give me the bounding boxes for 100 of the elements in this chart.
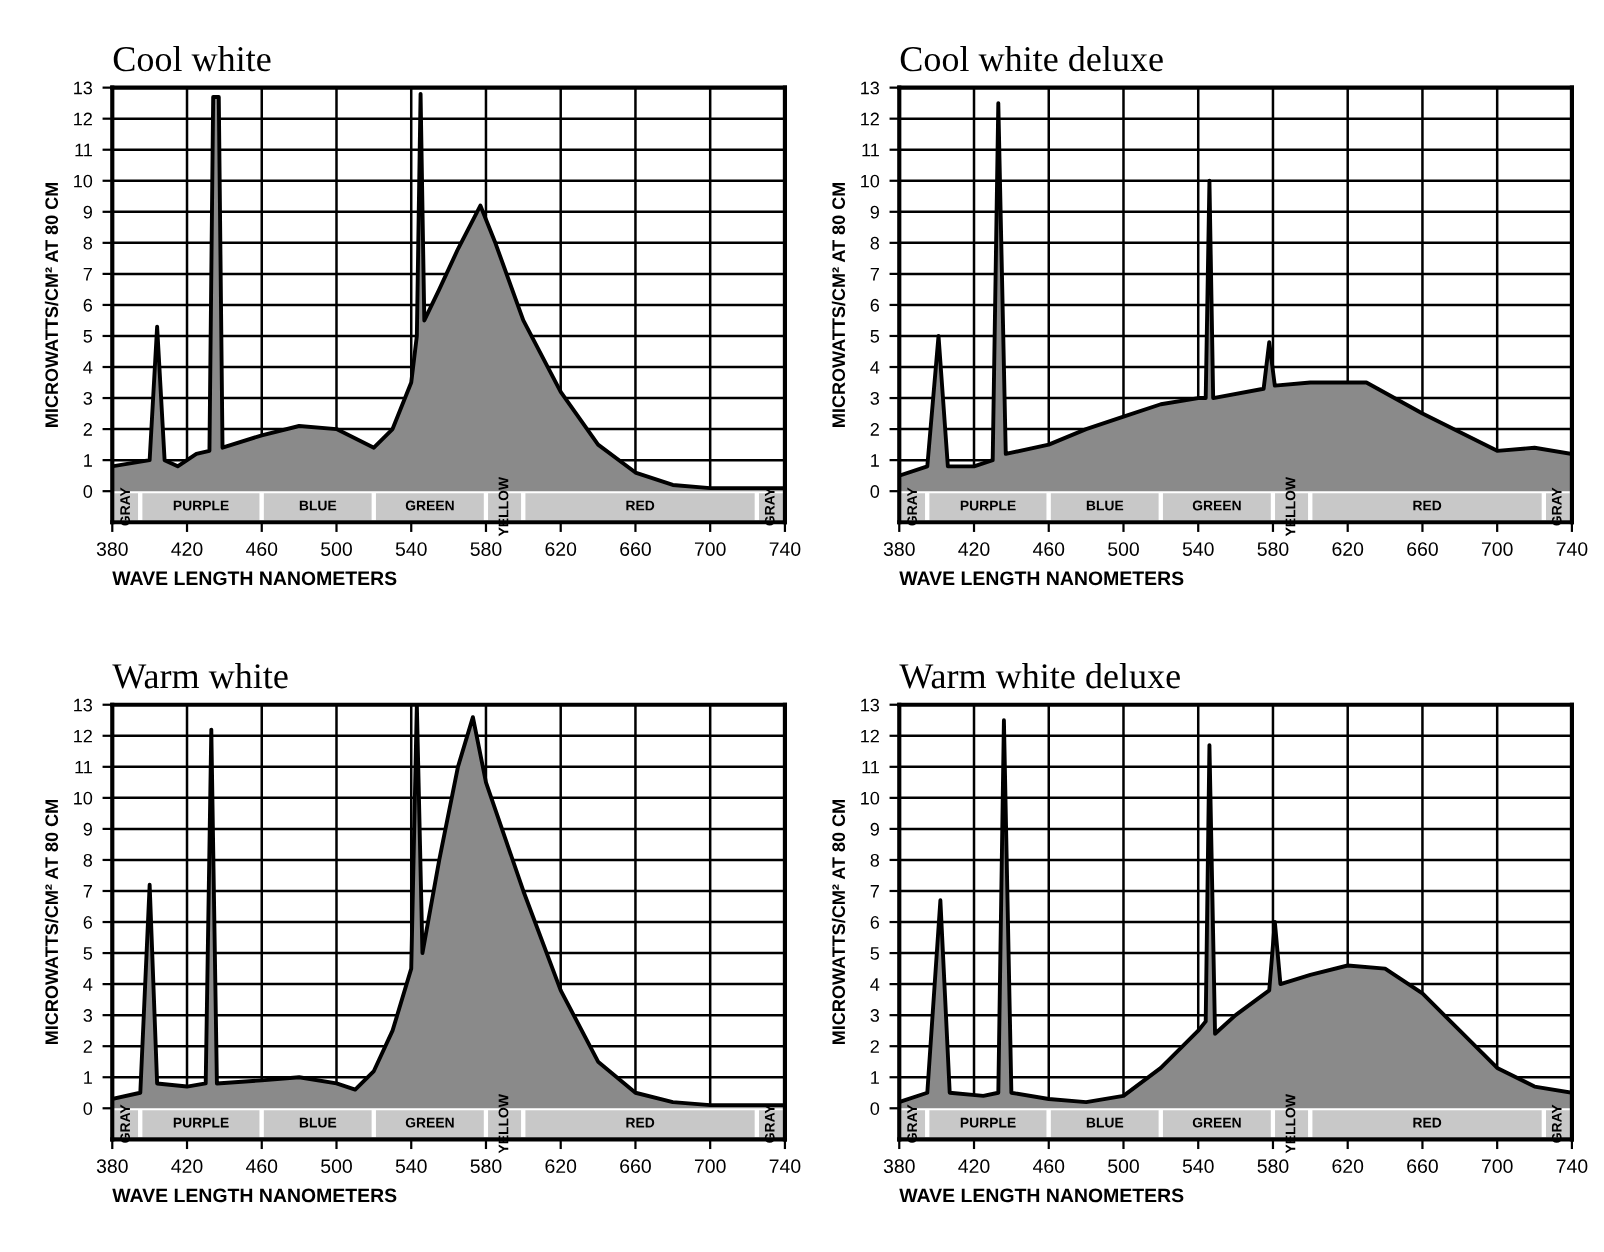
- x-tick-label: 380: [96, 542, 128, 556]
- x-tick-label: 580: [1257, 542, 1289, 556]
- y-tick-label: 5: [83, 947, 93, 960]
- chart-title: Cool white deluxe: [900, 45, 1163, 72]
- x-tick-label: 660: [1407, 542, 1438, 556]
- chart-title: Warm white deluxe: [899, 663, 1180, 689]
- x-tick-label: 620: [545, 1159, 577, 1174]
- x-axis-title: WAVE LENGTH NANOMETERS: [899, 571, 1184, 586]
- y-tick-label: 2: [83, 423, 92, 436]
- x-tick-label: 460: [1032, 1159, 1065, 1174]
- x-tick-label: 740: [769, 542, 801, 556]
- x-tick-label: 420: [171, 542, 203, 556]
- x-tick-label: 540: [1182, 542, 1214, 556]
- y-tick-label: 9: [83, 205, 92, 219]
- y-axis-title: MICROWATTS/CM² AT 80 CM: [831, 800, 846, 1045]
- y-tick-label: 5: [83, 330, 93, 343]
- x-tick-label: 540: [395, 1159, 427, 1174]
- y-tick-label: 0: [870, 485, 880, 498]
- y-tick-label: 3: [83, 391, 93, 405]
- x-axis-title: WAVE LENGTH NANOMETERS: [112, 1188, 397, 1203]
- y-tick-label: 4: [870, 978, 880, 991]
- x-tick-label: 500: [1108, 542, 1139, 556]
- y-tick-label: 4: [83, 361, 93, 374]
- y-tick-label: 3: [870, 1009, 880, 1022]
- x-tick-label: 420: [958, 542, 990, 556]
- y-tick-label: 6: [870, 915, 880, 929]
- x-tick-label: 380: [883, 542, 915, 556]
- x-tick-label: 500: [321, 1159, 352, 1174]
- y-tick-label: 10: [861, 791, 880, 805]
- y-tick-label: 10: [74, 791, 93, 805]
- y-tick-label: 13: [861, 81, 880, 95]
- y-axis-title: MICROWATTS/CM² AT 80 CM: [44, 800, 59, 1045]
- y-tick-label: 10: [74, 174, 93, 188]
- y-tick-label: 6: [870, 298, 880, 312]
- y-tick-label: 0: [83, 485, 93, 498]
- y-tick-label: 7: [83, 885, 92, 898]
- y-tick-label: 2: [83, 1040, 92, 1053]
- y-tick-label: 8: [870, 236, 880, 250]
- y-tick-label: 6: [83, 915, 93, 929]
- x-tick-label: 660: [1407, 1159, 1438, 1174]
- x-tick-label: 580: [1257, 1159, 1289, 1174]
- y-tick-label: 13: [74, 698, 93, 712]
- y-tick-label: 11: [75, 760, 92, 774]
- y-tick-label: 5: [870, 330, 880, 343]
- y-tick-label: 12: [861, 729, 879, 743]
- y-tick-label: 8: [83, 236, 93, 250]
- x-tick-label: 460: [1032, 542, 1065, 556]
- x-tick-label: 420: [171, 1159, 203, 1174]
- y-tick-label: 11: [75, 143, 92, 157]
- x-tick-label: 660: [620, 1159, 651, 1174]
- y-tick-label: 9: [83, 822, 92, 836]
- y-tick-label: 1: [871, 1071, 879, 1084]
- chart-title: Cool white: [113, 45, 271, 72]
- x-axis-title: WAVE LENGTH NANOMETERS: [112, 571, 397, 586]
- y-tick-label: 0: [83, 1102, 93, 1115]
- y-tick-label: 12: [861, 112, 879, 126]
- x-tick-label: 620: [545, 542, 577, 556]
- x-tick-label: 700: [1481, 1159, 1513, 1174]
- x-tick-label: 740: [1556, 542, 1588, 556]
- y-tick-label: 2: [870, 423, 879, 436]
- x-tick-label: 700: [694, 542, 726, 556]
- y-tick-label: 1: [871, 454, 879, 467]
- y-tick-label: 10: [861, 174, 880, 188]
- y-tick-label: 13: [74, 81, 93, 95]
- y-tick-label: 0: [870, 1102, 880, 1115]
- y-tick-label: 8: [83, 853, 93, 867]
- y-tick-label: 3: [83, 1009, 93, 1022]
- y-tick-label: 8: [870, 853, 880, 867]
- x-tick-label: 620: [1332, 542, 1364, 556]
- x-tick-label: 660: [620, 542, 651, 556]
- y-tick-label: 2: [870, 1040, 879, 1053]
- y-tick-label: 9: [870, 205, 879, 219]
- x-tick-label: 700: [1481, 542, 1513, 556]
- x-tick-label: 380: [96, 1159, 128, 1174]
- x-tick-label: 700: [694, 1159, 726, 1174]
- x-tick-label: 740: [769, 1159, 801, 1174]
- x-tick-label: 500: [321, 542, 352, 556]
- y-tick-label: 3: [870, 391, 880, 405]
- y-tick-label: 1: [84, 454, 92, 467]
- y-tick-label: 4: [870, 361, 880, 374]
- x-tick-label: 540: [1182, 1159, 1214, 1174]
- y-axis-title: MICROWATTS/CM² AT 80 CM: [44, 182, 59, 427]
- y-tick-label: 11: [862, 760, 879, 774]
- y-tick-label: 4: [83, 978, 93, 991]
- y-tick-label: 7: [870, 268, 879, 281]
- y-tick-label: 7: [870, 885, 879, 898]
- y-tick-label: 7: [83, 268, 92, 281]
- x-tick-label: 580: [470, 542, 502, 556]
- x-tick-label: 620: [1332, 1159, 1364, 1174]
- y-axis-title: MICROWATTS/CM² AT 80 CM: [831, 182, 846, 427]
- y-tick-label: 1: [84, 1071, 92, 1084]
- x-axis-title: WAVE LENGTH NANOMETERS: [899, 1188, 1184, 1203]
- x-tick-label: 740: [1556, 1159, 1588, 1174]
- x-tick-label: 580: [470, 1159, 502, 1174]
- y-tick-label: 5: [870, 947, 880, 960]
- x-tick-label: 540: [395, 542, 427, 556]
- y-tick-label: 12: [74, 729, 92, 743]
- y-tick-label: 9: [870, 822, 879, 836]
- y-tick-label: 11: [862, 143, 879, 157]
- x-tick-label: 500: [1108, 1159, 1139, 1174]
